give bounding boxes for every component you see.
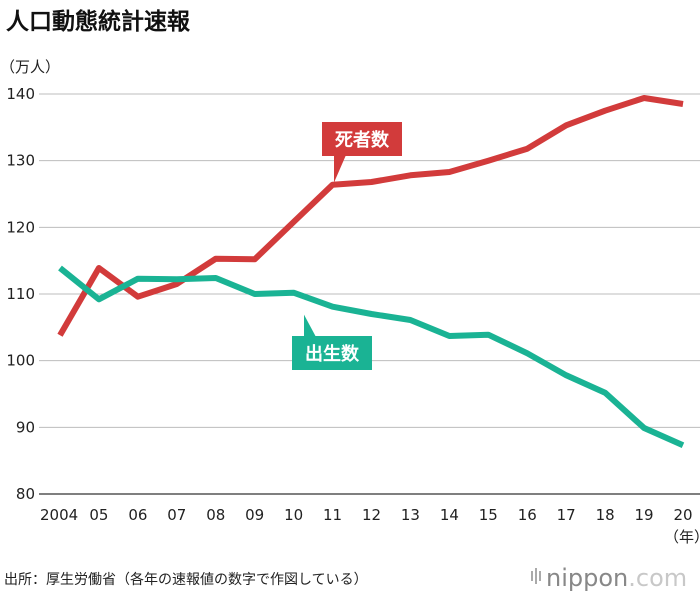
nippon-logo: nippon.com (531, 564, 687, 592)
x-tick-label: 13 (401, 506, 420, 524)
y-unit-label: （万人） (0, 58, 60, 76)
y-tick-label: 140 (6, 85, 35, 103)
x-tick-label: 09 (245, 506, 264, 524)
svg-text:nippon.com: nippon.com (546, 564, 687, 592)
callout-1: 出生数 (292, 314, 372, 370)
x-tick-label: 15 (479, 506, 498, 524)
series-label: 出生数 (305, 343, 360, 365)
x-tick-label: 2004 (40, 506, 78, 524)
chart-title: 人口動態統計速報 (6, 8, 191, 35)
source-note: 出所：厚生労働省（各年の速報値の数字で作図している） (4, 572, 368, 588)
series-line-1 (58, 265, 685, 449)
y-tick-label: 120 (6, 218, 35, 236)
x-tick-label: 11 (323, 506, 342, 524)
series-line-0 (57, 95, 684, 337)
callout-box (322, 122, 402, 156)
callout-pointer (304, 314, 316, 337)
y-tick-label: 90 (16, 418, 35, 436)
x-tick-label: 05 (89, 506, 108, 524)
x-tick-label: 16 (518, 506, 537, 524)
y-tick-label: 80 (16, 485, 35, 503)
x-unit-label: （年） (664, 528, 700, 546)
x-tick-label: 17 (557, 506, 576, 524)
x-tick-label: 19 (635, 506, 654, 524)
y-tick-label: 130 (6, 152, 35, 170)
callout-box (292, 336, 372, 370)
x-ticks: 2004 05 06 07 08 09 10 11 12 13 14 15 16 17 18 19 20 (40, 506, 693, 524)
brand-main: nippon (546, 564, 628, 592)
callout-pointer (334, 155, 346, 183)
brand-suffix: .com (628, 564, 687, 592)
x-tick-label: 14 (440, 506, 459, 524)
x-tick-label: 08 (206, 506, 225, 524)
x-tick-label: 10 (284, 506, 303, 524)
x-tick-label: 20 (673, 506, 692, 524)
y-tick-label: 110 (6, 285, 35, 303)
x-tick-label: 07 (167, 506, 186, 524)
y-tick-label: 100 (6, 352, 35, 370)
callout-0: 死者数 (322, 122, 402, 183)
y-ticks: 80 90 100 110 120 130 140 (6, 85, 35, 503)
series-lines (57, 95, 685, 449)
x-tick-label: 06 (128, 506, 147, 524)
series-label: 死者数 (335, 129, 390, 151)
x-tick-label: 12 (362, 506, 381, 524)
x-tick-label: 18 (596, 506, 615, 524)
